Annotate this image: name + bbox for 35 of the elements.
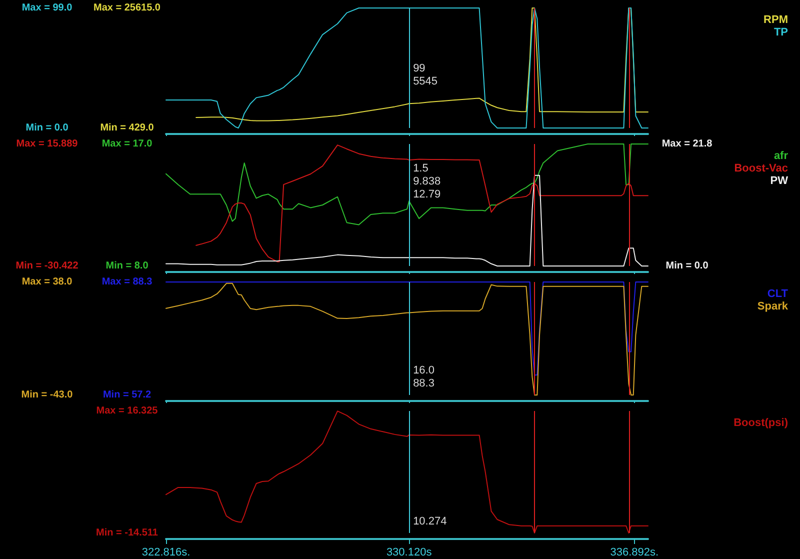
annotation: 9.838 <box>413 176 441 188</box>
y2-tick-label: Min = -30.422 <box>16 260 79 272</box>
y-tick-label: Max = 25615.0 <box>94 2 161 14</box>
annotation: 12.79 <box>413 188 441 200</box>
text: RPM <box>764 14 788 26</box>
y3-tick-label: Min = 0.0 <box>666 260 709 272</box>
y-tick-label: Min = 8.0 <box>106 260 149 272</box>
annotation: 99 <box>413 62 426 74</box>
y-tick-label: Min = 429.0 <box>100 122 154 134</box>
y2-tick-label: Max = 15.889 <box>16 138 78 150</box>
text: afr <box>774 150 789 162</box>
x-tick-label: 330.120s <box>386 546 432 558</box>
annotation: 16.0 <box>413 364 434 376</box>
y2-tick-label: Min = 0.0 <box>26 122 69 134</box>
text: PW <box>770 175 789 187</box>
y-tick-label: Min = 57.2 <box>102 390 152 400</box>
x-tick-label: 322.816s. <box>142 546 190 558</box>
annotation: 10.274 <box>413 516 447 528</box>
x-tick-label: 336.892s. <box>610 546 659 558</box>
y-tick-label: Max = 88.3 <box>102 276 153 288</box>
y2-tick-label: Min = -43.0 <box>21 390 74 400</box>
y-tick-label: Max = 16.325 <box>96 406 158 416</box>
y2-tick-label: Max = 99.0 <box>22 2 73 14</box>
y3-tick-label: Max = 21.8 <box>662 138 713 150</box>
y-tick-label: Max = 17.0 <box>102 138 153 150</box>
text: Spark <box>757 300 789 312</box>
annotation: 5545 <box>413 76 438 88</box>
y-tick-label: Min = -14.511 <box>96 528 158 538</box>
text: CLT <box>767 288 788 300</box>
text: Boost-Vac <box>734 162 788 174</box>
annotation: 1.5 <box>413 162 428 174</box>
text: TP <box>774 26 788 38</box>
annotation: 88.3 <box>413 378 434 390</box>
y2-tick-label: Max = 38.0 <box>22 276 73 288</box>
text: Boost(psi) <box>734 417 788 429</box>
